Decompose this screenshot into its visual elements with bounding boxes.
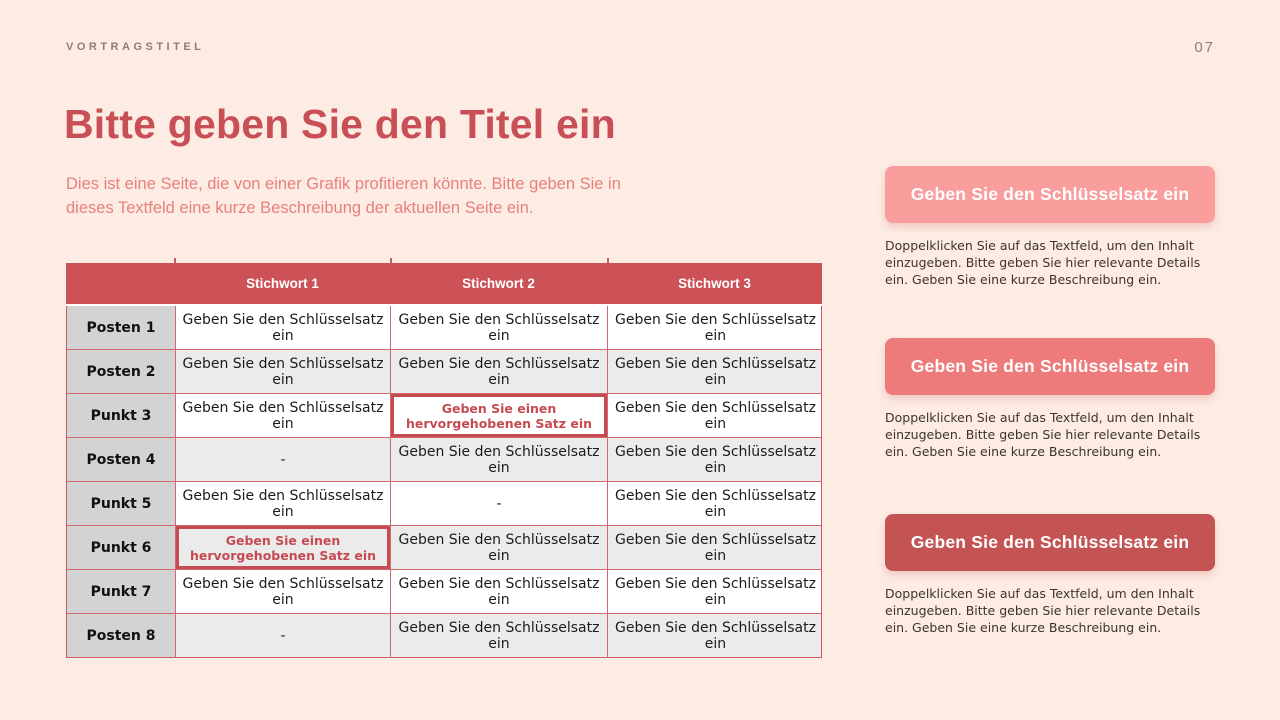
column-header-2[interactable]: Stichwort 2 xyxy=(462,276,535,291)
table-body: Posten 1 Geben Sie den Schlüsselsatz ein G… xyxy=(66,306,822,658)
column-border-tick xyxy=(390,258,392,263)
table-corner-cell xyxy=(66,263,175,304)
key-phrase-cell[interactable]: Geben Sie den Schlüsselsatz ein xyxy=(391,526,608,569)
key-phrase-cell[interactable]: Geben Sie den Schlüsselsatz ein xyxy=(176,350,391,393)
key-phrase-cell[interactable]: Geben Sie den Schlüsselsatz ein xyxy=(391,306,608,349)
row-label-cell[interactable]: Posten 2 xyxy=(67,350,176,393)
key-phrase-cell[interactable]: Geben Sie den Schlüsselsatz ein xyxy=(176,306,391,349)
table-row: Posten 4- Geben Sie den Schlüsselsatz ein… xyxy=(66,438,822,482)
highlighted-phrase-cell[interactable]: Geben Sie einen hervorgehobenen Satz ein xyxy=(391,394,608,437)
key-phrase-cell[interactable]: Geben Sie den Schlüsselsatz ein xyxy=(391,570,608,613)
key-phrase-cell[interactable]: Geben Sie den Schlüsselsatz ein xyxy=(615,399,816,432)
row-label-cell[interactable]: Posten 4 xyxy=(67,438,176,481)
table-row: Punkt 7 Geben Sie den Schlüsselsatz ein Ge… xyxy=(66,570,822,614)
key-phrase-cell[interactable]: Geben Sie den Schlüsselsatz ein xyxy=(176,570,391,613)
key-phrase-cell[interactable]: Geben Sie den Schlüsselsatz ein xyxy=(615,575,816,608)
row-label-cell[interactable]: Punkt 6 xyxy=(67,526,176,569)
card-description-textfield[interactable]: Doppelklicken Sie auf das Textfeld, um d… xyxy=(885,238,1201,287)
key-phrase-cell[interactable]: Geben Sie den Schlüsselsatz ein xyxy=(391,614,608,657)
table-row: Posten 1 Geben Sie den Schlüsselsatz ein G… xyxy=(66,306,822,350)
table-row: Punkt 3 Geben Sie den Schlüsselsatz ein Ge… xyxy=(66,394,822,438)
row-label-cell[interactable]: Posten 1 xyxy=(67,306,176,349)
page-number: 07 xyxy=(1194,39,1215,56)
key-phrase-cell[interactable]: Geben Sie den Schlüsselsatz ein xyxy=(615,619,816,652)
key-phrase-cell[interactable]: Geben Sie den Schlüsselsatz ein xyxy=(615,531,816,564)
key-phrase-cell[interactable]: Geben Sie den Schlüsselsatz ein xyxy=(615,487,816,520)
table-row: Punkt 5 Geben Sie den Schlüsselsatz ein - G… xyxy=(66,482,822,526)
data-table: Stichwort 1 Stichwort 2 Stichwort 3 Posten… xyxy=(66,258,822,658)
row-label-cell[interactable]: Punkt 3 xyxy=(67,394,176,437)
key-phrase-button-3[interactable]: Geben Sie den Schlüsselsatz ein xyxy=(885,514,1215,571)
key-phrase-cell[interactable]: Geben Sie den Schlüsselsatz ein xyxy=(391,438,608,481)
sidebar-card: Geben Sie den Schlüsselsatz ein Doppelkli… xyxy=(885,514,1215,636)
page-title[interactable]: Bitte geben Sie den Titel ein xyxy=(64,101,616,147)
card-description-textfield[interactable]: Doppelklicken Sie auf das Textfeld, um d… xyxy=(885,410,1201,459)
key-phrase-cell[interactable]: Geben Sie den Schlüsselsatz ein xyxy=(615,311,816,344)
row-label-cell[interactable]: Punkt 5 xyxy=(67,482,176,525)
key-phrase-cell[interactable]: Geben Sie den Schlüsselsatz ein xyxy=(176,482,391,525)
empty-dash-cell[interactable]: - xyxy=(391,482,608,525)
row-label-cell[interactable]: Punkt 7 xyxy=(67,570,176,613)
sidebar-card: Geben Sie den Schlüsselsatz ein Doppelkli… xyxy=(885,338,1215,460)
key-phrase-cell[interactable]: Geben Sie den Schlüsselsatz ein xyxy=(391,350,608,393)
column-header-3[interactable]: Stichwort 3 xyxy=(678,276,751,291)
key-phrase-button-2[interactable]: Geben Sie den Schlüsselsatz ein xyxy=(885,338,1215,395)
key-phrase-cell[interactable]: Geben Sie den Schlüsselsatz ein xyxy=(615,355,816,388)
key-phrase-cell[interactable]: Geben Sie den Schlüsselsatz ein xyxy=(176,394,391,437)
empty-dash-cell[interactable]: - xyxy=(176,438,391,481)
table-row: Punkt 6 Geben Sie einen hervorgehobenen S… xyxy=(66,526,822,570)
table-row: Posten 2 Geben Sie den Schlüsselsatz ein G… xyxy=(66,350,822,394)
page-description[interactable]: Dies ist eine Seite, die von einer Grafi… xyxy=(66,175,621,217)
table-header-row: Stichwort 1 Stichwort 2 Stichwort 3 xyxy=(66,263,822,306)
sidebar-card: Geben Sie den Schlüsselsatz ein Doppelkli… xyxy=(885,166,1215,288)
card-description-textfield[interactable]: Doppelklicken Sie auf das Textfeld, um d… xyxy=(885,586,1201,635)
highlighted-phrase-cell[interactable]: Geben Sie einen hervorgehobenen Satz ein xyxy=(176,526,391,569)
column-border-tick xyxy=(607,258,609,263)
key-phrase-cell[interactable]: Geben Sie den Schlüsselsatz ein xyxy=(615,443,816,476)
table-row: Posten 8- Geben Sie den Schlüsselsatz ein… xyxy=(66,614,822,657)
column-border-tick xyxy=(174,258,176,263)
presentation-title-placeholder[interactable]: VORTRAGSTITEL xyxy=(66,41,205,53)
row-label-cell[interactable]: Posten 8 xyxy=(67,614,176,657)
column-header-1[interactable]: Stichwort 1 xyxy=(246,276,319,291)
empty-dash-cell[interactable]: - xyxy=(176,614,391,657)
key-phrase-button-1[interactable]: Geben Sie den Schlüsselsatz ein xyxy=(885,166,1215,223)
